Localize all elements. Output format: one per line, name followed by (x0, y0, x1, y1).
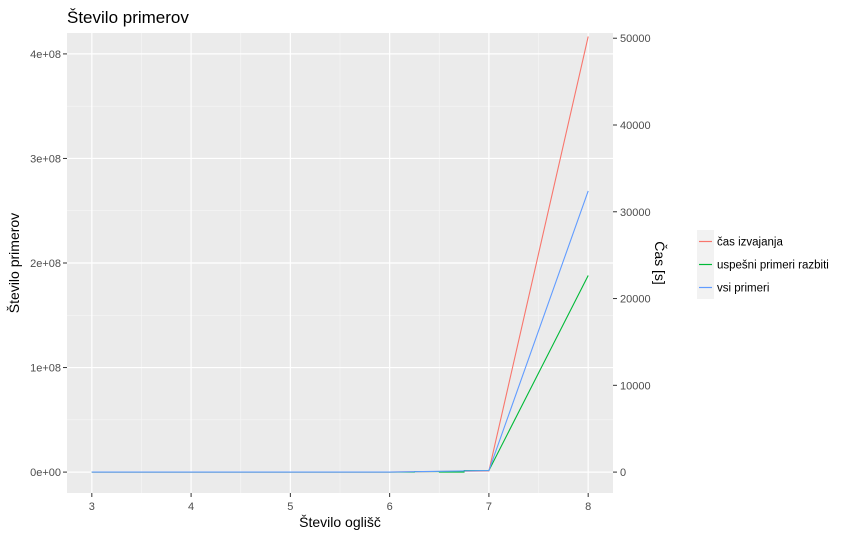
y-tick-label: 0e+00 (30, 467, 61, 479)
x-tick-label: 8 (585, 501, 591, 513)
y2-tick-label: 50000 (620, 33, 651, 45)
y-tick-label: 3e+08 (30, 153, 61, 165)
legend-label-2: vsi primeri (717, 283, 769, 295)
y2-tick-label: 40000 (620, 120, 651, 132)
x-tick-label: 4 (188, 501, 194, 513)
y-tick-label: 4e+08 (30, 49, 61, 61)
series-line-2 (91, 190, 589, 473)
chart-title: Število primerov (67, 8, 189, 27)
legend-label-0: čas izvajanja (717, 237, 783, 249)
y-tick-label: 1e+08 (30, 363, 61, 375)
y2-tick-label: 10000 (620, 380, 651, 392)
x-tick-label: 3 (89, 501, 95, 513)
x-tick-label: 6 (387, 501, 393, 513)
y2-axis-title: Čas [s] (652, 241, 668, 285)
legend-label-1: uspešni primeri razbiti (717, 260, 829, 272)
y2-tick-label: 20000 (620, 294, 651, 306)
x-tick-label: 7 (486, 501, 492, 513)
y-tick-label: 2e+08 (30, 258, 61, 270)
y2-tick-label: 30000 (620, 207, 651, 219)
series-layer (91, 36, 589, 473)
x-tick-label: 5 (287, 501, 293, 513)
x-axis-title: Število oglišč (299, 514, 381, 530)
y-axis-left: 0e+00 1e+08 2e+08 3e+08 4e+08 (30, 49, 67, 479)
legend: čas izvajanja uspešni primeri razbiti vsi … (697, 230, 829, 299)
y-axis-title: Število primerov (6, 213, 22, 313)
x-axis: 3 4 5 6 7 8 (89, 493, 591, 513)
y-axis-right: 0 10000 20000 30000 40000 50000 (613, 33, 651, 479)
y2-tick-label: 0 (620, 467, 626, 479)
